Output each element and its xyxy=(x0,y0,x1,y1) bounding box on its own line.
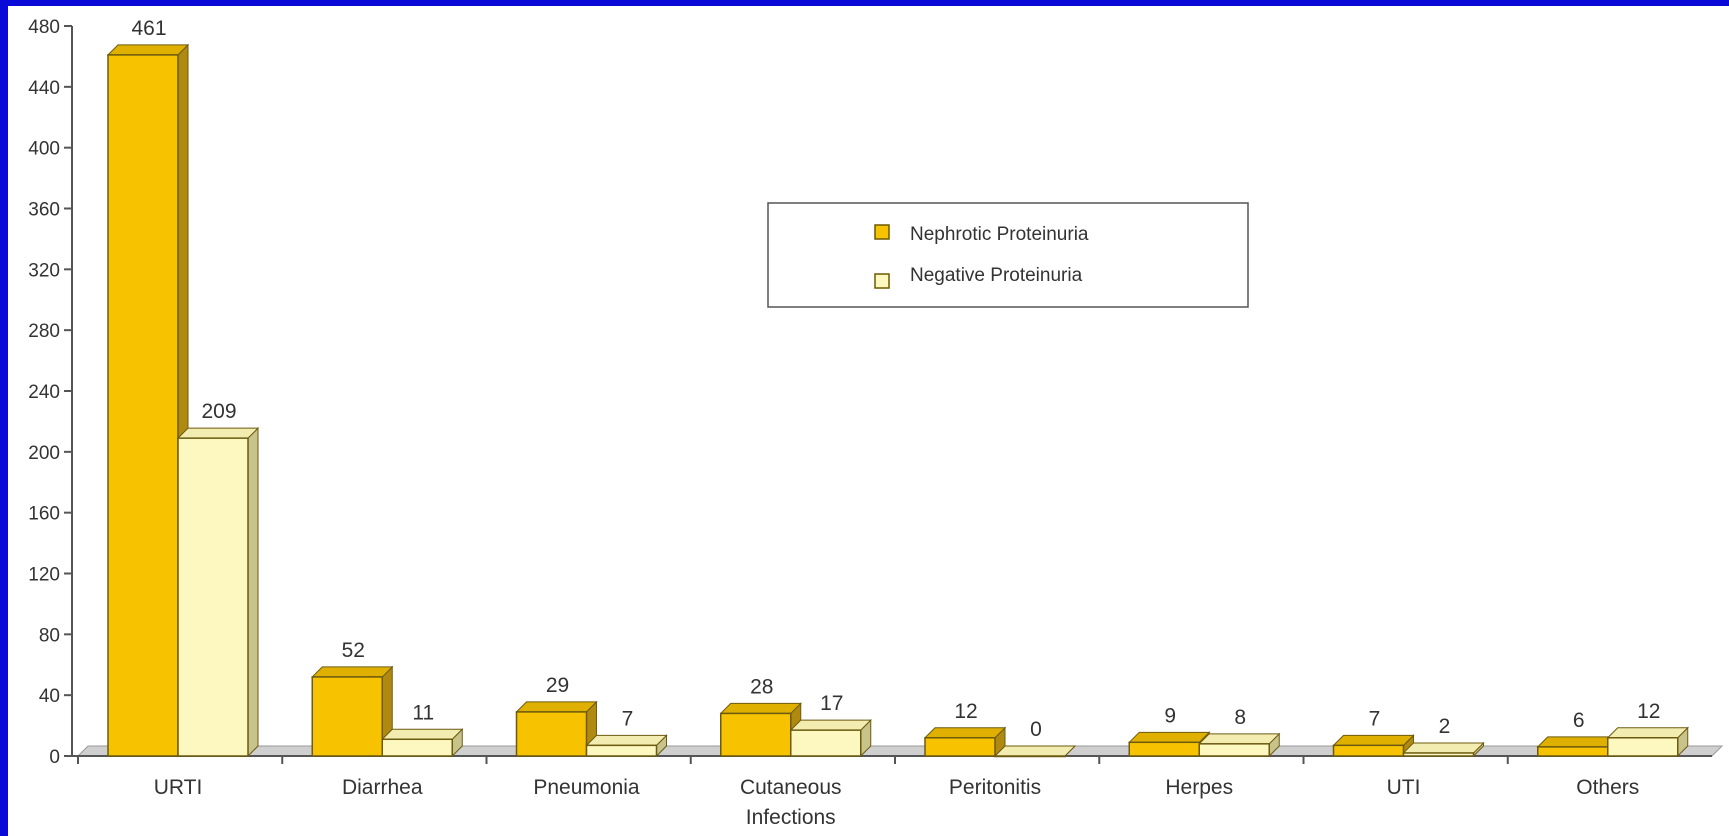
bar-nephrotic-6 xyxy=(1332,734,1415,758)
bar-top xyxy=(789,719,872,731)
chart-panel xyxy=(8,6,1729,836)
y-tick-label: 440 xyxy=(28,78,60,99)
bar-front xyxy=(311,676,383,757)
bar-top xyxy=(176,427,260,439)
x-tick-label: URTI xyxy=(154,776,203,799)
data-label-negative-0: 209 xyxy=(201,400,236,423)
bar-front xyxy=(381,738,453,757)
bar-top xyxy=(106,44,190,56)
legend-label-nephrotic: Nephrotic Proteinuria xyxy=(910,224,1089,245)
y-tick-label: 160 xyxy=(28,504,60,525)
y-tick-label: 320 xyxy=(28,260,60,281)
bar-layer xyxy=(106,43,1689,758)
bar-front xyxy=(1607,737,1679,757)
legend-label-negative: Negative Proteinuria xyxy=(910,265,1083,286)
bar-front xyxy=(924,737,996,757)
y-tick-label: 480 xyxy=(28,17,60,38)
bar-nephrotic-0 xyxy=(106,43,190,758)
bar-nephrotic-7 xyxy=(1536,735,1619,758)
bar-top xyxy=(585,734,668,746)
bar-top xyxy=(923,727,1007,739)
data-label-nephrotic-4: 12 xyxy=(954,700,977,723)
data-label-nephrotic-2: 29 xyxy=(546,674,569,697)
x-tick-label: Cutaneous xyxy=(740,776,842,799)
legend-box xyxy=(767,202,1249,308)
data-label-negative-1: 11 xyxy=(412,701,434,724)
data-label-nephrotic-1: 52 xyxy=(342,639,365,662)
bar-negative-4 xyxy=(993,745,1077,758)
bar-front xyxy=(790,729,862,757)
legend-swatch-nephrotic xyxy=(874,224,890,240)
bar-nephrotic-4 xyxy=(923,726,1007,758)
x-tick-label: Pneumonia xyxy=(533,776,640,799)
data-label-negative-4: 0 xyxy=(1030,718,1042,741)
data-label-negative-2: 7 xyxy=(622,707,634,730)
y-tick-label: 0 xyxy=(49,747,60,768)
data-label-negative-5: 8 xyxy=(1234,706,1246,729)
data-label-negative-3: 17 xyxy=(820,692,843,715)
bar-top xyxy=(1332,734,1415,746)
data-label-nephrotic-7: 6 xyxy=(1573,709,1585,732)
label-layer: 461209URTI5211Diarrhea297Pneumonia2817Cu… xyxy=(131,17,1660,829)
bar-negative-6 xyxy=(1402,741,1485,758)
bar-top xyxy=(719,702,802,714)
data-label-nephrotic-6: 7 xyxy=(1369,707,1381,730)
bar-front xyxy=(1198,743,1270,757)
bar-front xyxy=(177,437,249,757)
bar-negative-1 xyxy=(381,728,464,758)
bar-front xyxy=(1402,752,1475,757)
bar-top xyxy=(1128,731,1211,743)
bar-nephrotic-1 xyxy=(311,665,394,758)
x-tick-label: Others xyxy=(1576,776,1639,799)
bar-top xyxy=(993,745,1077,757)
bar-top xyxy=(1606,727,1689,739)
y-tick-label: 120 xyxy=(28,565,60,586)
x-tick-label: Herpes xyxy=(1165,776,1233,799)
bar-side xyxy=(247,426,259,758)
y-tick-label: 200 xyxy=(28,443,60,464)
bar-top xyxy=(381,728,464,740)
bar-top xyxy=(1536,736,1619,748)
bar-negative-0 xyxy=(176,426,260,758)
legend: Nephrotic Proteinuria Negative Proteinur… xyxy=(767,202,1249,308)
x-tick-label: Infections xyxy=(746,806,836,829)
bar-nephrotic-3 xyxy=(719,702,802,758)
y-tick-label: 240 xyxy=(28,382,60,403)
bar-front xyxy=(1537,746,1609,757)
y-tick-label: 280 xyxy=(28,321,60,342)
data-label-negative-6: 2 xyxy=(1439,715,1451,738)
bar-front xyxy=(994,755,1066,758)
legend-swatch-negative xyxy=(874,273,890,289)
y-tick-label: 360 xyxy=(28,200,60,221)
y-tick-label: 80 xyxy=(39,625,60,646)
y-tick-label: 400 xyxy=(28,139,60,160)
bar-top xyxy=(515,701,598,713)
bar-front xyxy=(720,712,792,757)
bar-front xyxy=(585,744,658,757)
bar-front xyxy=(1332,744,1405,757)
bar-negative-5 xyxy=(1198,732,1281,758)
bar-negative-2 xyxy=(585,734,668,758)
data-label-negative-7: 12 xyxy=(1637,700,1660,723)
bar-negative-7 xyxy=(1606,726,1689,758)
x-tick-label: UTI xyxy=(1387,776,1421,799)
bar-negative-3 xyxy=(789,718,872,758)
bar-top xyxy=(1402,742,1485,754)
bar-front xyxy=(107,54,179,757)
data-label-nephrotic-3: 28 xyxy=(750,675,773,698)
bar-front xyxy=(515,711,588,757)
x-tick-label: Diarrhea xyxy=(342,776,423,799)
data-label-nephrotic-5: 9 xyxy=(1164,704,1176,727)
bar-top xyxy=(1198,733,1281,745)
bar-nephrotic-2 xyxy=(515,700,598,758)
x-tick-label: Peritonitis xyxy=(949,776,1041,799)
bar-front xyxy=(1128,741,1200,757)
bar-nephrotic-5 xyxy=(1128,731,1211,758)
y-tick-label: 40 xyxy=(39,686,60,707)
bar-top xyxy=(311,666,394,678)
data-label-nephrotic-0: 461 xyxy=(131,17,166,40)
